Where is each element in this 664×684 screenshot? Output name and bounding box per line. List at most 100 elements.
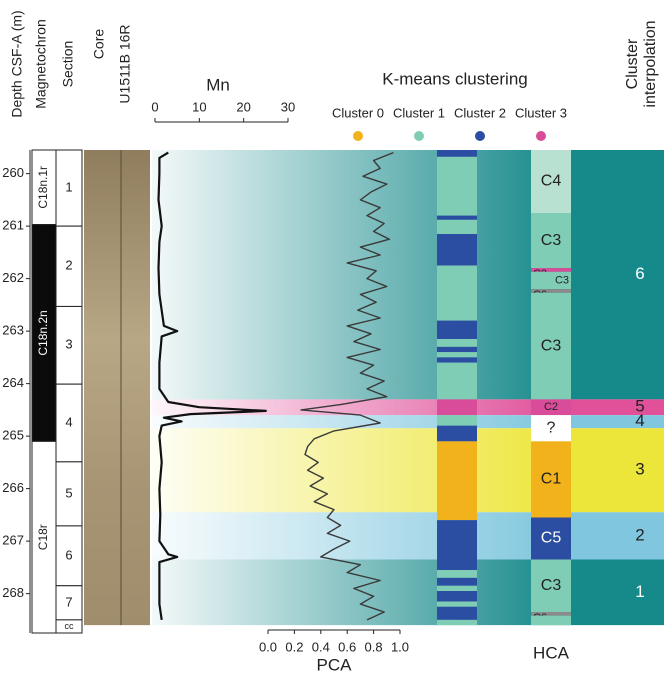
kmeans-band (437, 601, 477, 607)
kmeans-band (437, 215, 477, 220)
x-tick-label: 1.0 (391, 639, 409, 654)
interpolation-label: 2 (635, 525, 644, 544)
hca-band (531, 399, 571, 416)
hca-band (531, 292, 571, 400)
hca-label: C3 (541, 337, 562, 354)
depth-tick-label: 264 (2, 375, 24, 390)
core-label: Core (91, 29, 107, 60)
hca-band (531, 268, 571, 272)
kmeans-band (437, 606, 477, 620)
magnetochron-label: Magnetochron (33, 19, 49, 109)
depth-tick-label: 268 (2, 585, 24, 600)
kmeans-band (437, 362, 477, 400)
kmeans-band (437, 346, 477, 353)
kmeans-band (437, 219, 477, 234)
hca-label: C1 (541, 471, 562, 488)
section-box (55, 619, 83, 634)
kmeans-band (437, 591, 477, 602)
interpolation-title: Clusterinterpolation (624, 20, 659, 107)
depth-tick-label: 263 (2, 323, 24, 338)
cluster-legend-label: Cluster 2 (454, 105, 506, 120)
x-tick-label: 0.0 (259, 639, 277, 654)
hca-title: HCA (533, 643, 570, 662)
interpolation-zone (152, 150, 664, 400)
kmeans-band (437, 425, 477, 442)
section-label: 4 (65, 414, 72, 429)
interpolation-label: 3 (635, 460, 644, 479)
interpolation-zone (152, 559, 664, 626)
x-tick-label: 0.2 (285, 639, 303, 654)
section-box (55, 585, 83, 621)
hca-band (531, 559, 571, 612)
mn-title: Mn (206, 75, 230, 94)
kmeans-band (437, 520, 477, 570)
kmeans-band (437, 150, 477, 157)
section-label: 2 (65, 258, 72, 273)
section-label: 1 (65, 180, 72, 195)
hca-label: C3 (555, 274, 569, 286)
kmeans-band (437, 441, 477, 521)
section-label: Section (60, 41, 76, 88)
kmeans-band (437, 156, 477, 216)
data-line (300, 151, 394, 621)
x-tick-label: 30 (281, 99, 295, 114)
kmeans-band (437, 357, 477, 363)
kmeans-band (437, 577, 477, 586)
cluster-legend-dot (414, 131, 424, 141)
hca-band (531, 271, 571, 290)
data-line (157, 151, 267, 621)
hca-label: ? (547, 419, 556, 436)
depth-axis-label: Depth CSF-A (m) (9, 10, 25, 117)
x-tick-label: 0.4 (312, 639, 330, 654)
interpolation-label: 4 (635, 411, 644, 430)
hca-band (531, 289, 571, 293)
cluster-legend-dot (475, 131, 485, 141)
interpolation-label: 5 (635, 397, 644, 416)
hca-label: C2 (544, 401, 558, 413)
section-box (55, 461, 83, 527)
kmeans-band (437, 320, 477, 339)
depth-tick-label: 266 (2, 480, 24, 495)
kmeans-band (437, 399, 477, 416)
cluster-legend-label: Cluster 1 (393, 105, 445, 120)
depth-tick-label: 260 (2, 165, 24, 180)
hca-band (531, 612, 571, 616)
kmeans-band (437, 570, 477, 578)
section-label: 6 (65, 547, 72, 562)
magnetochron-zone (31, 440, 57, 634)
core-id: U1511B 16R (117, 24, 133, 103)
depth-tick-label: 261 (2, 218, 24, 233)
depth-tick-label: 267 (2, 533, 24, 548)
depth-tick-label: 265 (2, 428, 24, 443)
interpolation-zone (152, 415, 664, 429)
kmeans-band (437, 265, 477, 321)
cluster-legend-label: Cluster 0 (332, 105, 384, 120)
kmeans-band (437, 415, 477, 426)
x-tick-label: 10 (192, 99, 206, 114)
hca-label: C3 (541, 232, 562, 249)
pca-title: PCA (317, 655, 353, 674)
x-tick-label: 20 (236, 99, 250, 114)
x-tick-label: 0 (151, 99, 158, 114)
kmeans-band (437, 619, 477, 626)
section-box (55, 305, 83, 385)
cluster-legend-dot (536, 131, 546, 141)
cluster-legend-label: Cluster 3 (515, 105, 567, 120)
magnetochron-label: C18n.2n (36, 310, 50, 355)
hca-label: C5 (541, 530, 562, 547)
interpolation-zone (152, 512, 664, 560)
hca-band (531, 150, 571, 213)
kmeans-band (437, 234, 477, 266)
hca-band (531, 615, 571, 626)
section-label: 7 (65, 594, 72, 609)
kmeans-title: K-means clustering (382, 69, 528, 88)
magnetochron-label: C18r (36, 524, 50, 550)
interpolation-zone (152, 428, 664, 513)
depth-tick-label: 262 (2, 270, 24, 285)
kmeans-band (437, 585, 477, 591)
hca-band (531, 441, 571, 518)
section-label: 5 (65, 485, 72, 500)
interpolation-label: 6 (635, 264, 644, 283)
hca-band (531, 517, 571, 560)
magnetochron-label: C18n.1r (36, 166, 50, 209)
